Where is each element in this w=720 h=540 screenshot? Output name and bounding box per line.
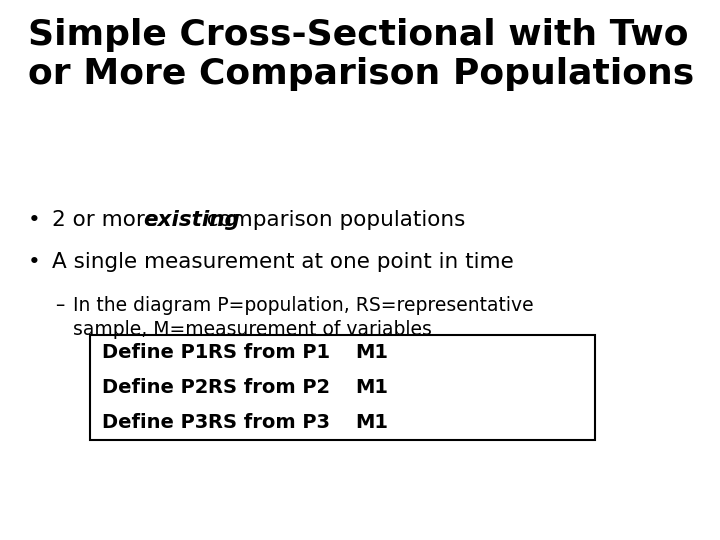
- Text: RS from P3: RS from P3: [208, 413, 330, 432]
- Text: M1: M1: [355, 413, 388, 432]
- Text: Define P1: Define P1: [102, 343, 208, 362]
- Text: RS from P2: RS from P2: [208, 378, 330, 397]
- Text: comparison populations: comparison populations: [192, 210, 465, 230]
- Text: In the diagram P=population, RS=representative
sample, M=measurement of variable: In the diagram P=population, RS=represen…: [73, 296, 534, 339]
- Text: •: •: [28, 252, 41, 272]
- Text: Define P2: Define P2: [102, 378, 208, 397]
- Text: –: –: [55, 296, 64, 315]
- Text: M1: M1: [355, 378, 388, 397]
- Text: •: •: [28, 210, 41, 230]
- Text: RS from P1: RS from P1: [208, 343, 330, 362]
- Text: 2 or more: 2 or more: [52, 210, 164, 230]
- Text: existing: existing: [143, 210, 240, 230]
- Text: Define P3: Define P3: [102, 413, 208, 432]
- Bar: [90, 335, 595, 440]
- Text: Simple Cross-Sectional with Two
or More Comparison Populations: Simple Cross-Sectional with Two or More …: [28, 18, 694, 91]
- Text: A single measurement at one point in time: A single measurement at one point in tim…: [52, 252, 514, 272]
- Text: M1: M1: [355, 343, 388, 362]
